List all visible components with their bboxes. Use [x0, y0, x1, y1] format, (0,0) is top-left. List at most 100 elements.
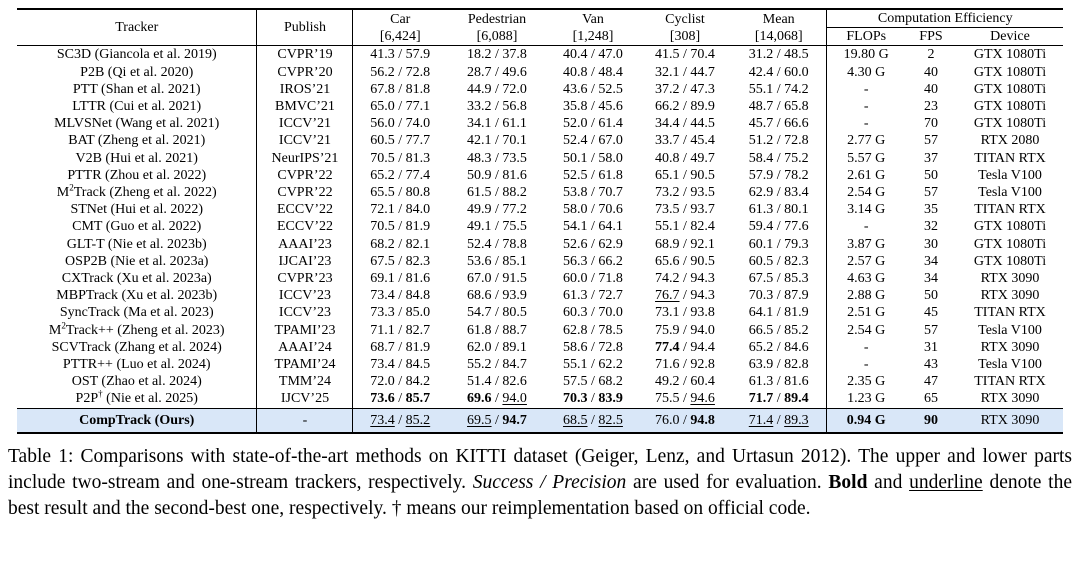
- table-header: Tracker Publish Car [6,424] Pedestrian […: [16, 9, 1064, 46]
- table-row: SC3D (Giancola et al. 2019) CVPR’19 41.3 /…: [16, 45, 1063, 64]
- cell-flops: 2.54 G: [847, 322, 886, 338]
- cell-car: 73.6 / 85.7: [370, 391, 431, 407]
- col-header-pedestrian-count: [6,088]: [476, 28, 518, 44]
- cell-device: GTX 1080Ti: [973, 236, 1047, 252]
- cell-publish: TPAMI’23: [256, 321, 354, 339]
- col-group-computation-efficiency: Computation Efficiency: [826, 9, 1064, 29]
- cell-device: RTX 3090: [980, 391, 1040, 407]
- cell-pedestrian: 42.1 / 70.1: [467, 133, 527, 149]
- cell-van: 35.8 / 45.6: [563, 99, 623, 115]
- cell-tracker: P2P† (Nie et al. 2025): [16, 390, 258, 409]
- col-header-publish: Publish: [256, 9, 354, 46]
- cell-fps: 70: [923, 116, 938, 132]
- cell-publish: ICCV’21: [256, 115, 354, 133]
- cell-tracker: CMT (Guo et al. 2022): [16, 218, 258, 236]
- cell-tracker: MBPTrack (Xu et al. 2023b): [16, 287, 258, 305]
- col-header-flops: FLOPs: [846, 29, 887, 45]
- cell-fps: 57: [923, 322, 938, 338]
- table-row: SyncTrack (Ma et al. 2023) ICCV’23 73.3 / …: [16, 304, 1063, 322]
- cell-tracker: BAT (Zheng et al. 2021): [16, 132, 258, 150]
- cell-device: GTX 1080Ti: [973, 64, 1047, 80]
- cell-publish: IJCAI’23: [256, 252, 354, 271]
- cell-fps: 45: [923, 305, 938, 321]
- cell-publish: NeurIPS’21: [256, 149, 354, 167]
- col-header-mean-count: [14,068]: [754, 28, 803, 44]
- cell-flops: -: [863, 116, 869, 132]
- col-header-van: Van [1,248]: [547, 9, 639, 46]
- cell-device: RTX 3090: [980, 271, 1040, 287]
- cell-pedestrian: 68.6 / 93.9: [467, 288, 527, 304]
- header-row-2: FLOPs FPS Device: [17, 28, 1063, 46]
- col-header-fps: FPS: [919, 29, 943, 45]
- cell-mean: 63.9 / 82.8: [730, 356, 828, 374]
- table-row: PTTR (Zhou et al. 2022) CVPR’22 65.2 / 77.…: [16, 166, 1063, 185]
- cell-flops: 2.88 G: [847, 288, 886, 304]
- cell-mean: 51.2 / 72.8: [730, 132, 828, 150]
- cell-car: 73.4 / 84.5: [370, 357, 431, 373]
- cell-mean: 71.4 / 89.3: [730, 408, 828, 433]
- cell-fps: 35: [923, 202, 938, 218]
- cell-device: GTX 1080Ti: [973, 253, 1047, 269]
- cell-mean: 64.1 / 81.9: [730, 304, 828, 322]
- cell-cyclist: 41.5 / 70.4: [655, 47, 715, 63]
- cell-device: Tesla V100: [978, 167, 1042, 183]
- cell-van: 61.3 / 72.7: [563, 288, 623, 304]
- cell-tracker: SC3D (Giancola et al. 2019): [16, 45, 258, 64]
- cell-cyclist: 76.7 / 94.3: [655, 288, 715, 304]
- col-header-tracker: Tracker: [16, 9, 258, 46]
- cell-pedestrian: 69.6 / 94.0: [467, 391, 527, 407]
- cell-device: GTX 1080Ti: [973, 81, 1047, 97]
- cell-device: GTX 1080Ti: [973, 47, 1047, 63]
- cell-flops: 3.14 G: [847, 202, 886, 218]
- cell-pedestrian: 67.0 / 91.5: [467, 271, 527, 287]
- cell-van: 40.8 / 48.4: [563, 64, 623, 80]
- ours-row: CompTrack (Ours) -73.4 / 85.2 69.5 / 94.7 6…: [16, 408, 1063, 433]
- cell-cyclist: 75.9 / 94.0: [655, 322, 715, 338]
- cell-tracker: V2B (Hui et al. 2021): [16, 149, 258, 167]
- cell-van: 55.1 / 62.2: [563, 357, 623, 373]
- table-row: M2Track++ (Zheng et al. 2023) TPAMI’23 71.…: [16, 321, 1063, 339]
- cell-car: 67.5 / 82.3: [370, 253, 431, 269]
- cell-tracker: MLVSNet (Wang et al. 2021): [16, 115, 258, 133]
- cell-cyclist: 68.9 / 92.1: [655, 236, 715, 252]
- cell-cyclist: 32.1 / 44.7: [655, 64, 715, 80]
- cell-van: 50.1 / 58.0: [563, 150, 623, 166]
- cell-mean: 67.5 / 85.3: [730, 270, 828, 288]
- cell-publish: IROS’21: [256, 80, 354, 99]
- cell-pedestrian: 18.2 / 37.8: [467, 47, 527, 63]
- cell-car: 73.4 / 85.2: [370, 412, 431, 428]
- cell-mean: 61.3 / 80.1: [730, 201, 828, 219]
- table-row: CMT (Guo et al. 2022) ECCV’22 70.5 / 81.9 4…: [16, 218, 1063, 236]
- cell-mean: 57.9 / 78.2: [730, 166, 828, 185]
- cell-tracker: SCVTrack (Zhang et al. 2024): [16, 338, 258, 357]
- table-row: MLVSNet (Wang et al. 2021) ICCV’21 56.0 / …: [16, 115, 1063, 133]
- cell-fps: 2: [927, 47, 935, 63]
- cell-pedestrian: 50.9 / 81.6: [467, 167, 527, 183]
- cell-flops: -: [863, 81, 869, 97]
- table-row: PTT (Shan et al. 2021) IROS’21 67.8 / 81.8…: [16, 80, 1063, 99]
- cell-tracker: STNet (Hui et al. 2022): [16, 201, 258, 219]
- cell-publish: CVPR’23: [256, 270, 354, 288]
- cell-tracker: OSP2B (Nie et al. 2023a): [16, 252, 258, 271]
- cell-van: 68.5 / 82.5: [563, 412, 623, 428]
- cell-van: 52.6 / 62.9: [563, 236, 623, 252]
- cell-car: 72.0 / 84.2: [370, 374, 431, 390]
- cell-tracker: M2Track (Zheng et al. 2022): [16, 184, 258, 202]
- col-header-device: Device: [990, 29, 1030, 45]
- cell-tracker: PTTR++ (Luo et al. 2024): [16, 356, 258, 374]
- cell-mean: 62.9 / 83.4: [730, 184, 828, 202]
- table-row: P2P† (Nie et al. 2025) IJCV’25 73.6 / 85.7…: [16, 390, 1063, 409]
- table-row: P2B (Qi et al. 2020) CVPR’20 56.2 / 72.8 28…: [16, 63, 1063, 81]
- table-row: OST (Zhao et al. 2024) TMM’24 72.0 / 84.2 5…: [16, 373, 1063, 391]
- cell-van: 43.6 / 52.5: [563, 81, 623, 97]
- cell-tracker: OST (Zhao et al. 2024): [16, 373, 258, 391]
- cell-publish: -: [256, 408, 354, 433]
- cell-device: TITAN RTX: [974, 374, 1046, 390]
- cell-device: RTX 3090: [980, 412, 1040, 428]
- cell-van: 52.4 / 67.0: [563, 133, 623, 149]
- cell-fps: 57: [923, 133, 938, 149]
- cell-flops: -: [863, 357, 869, 373]
- cell-flops: -: [863, 339, 869, 355]
- col-header-cyclist-count: [308]: [669, 28, 701, 44]
- cell-car: 65.5 / 80.8: [370, 185, 431, 201]
